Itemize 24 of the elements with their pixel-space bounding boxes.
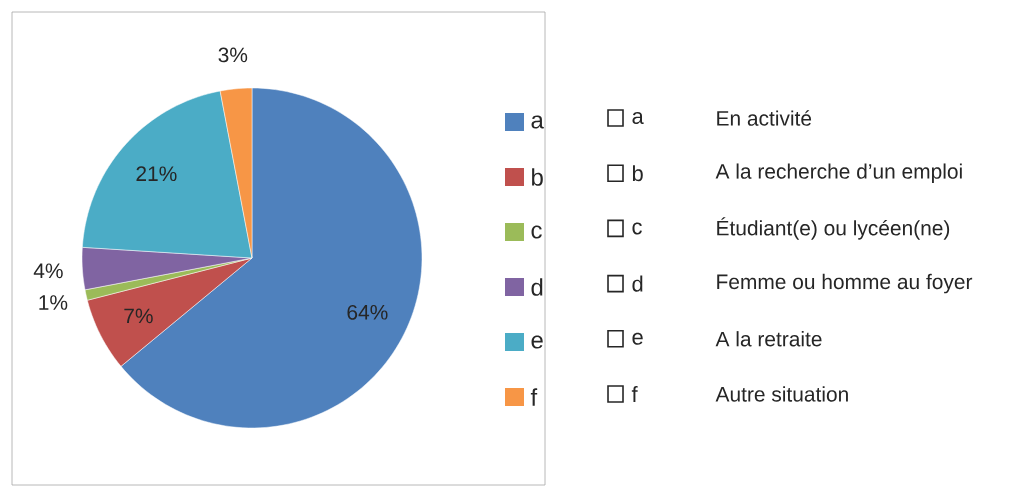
text: Femme ou homme au foyer [717,273,973,294]
data-label: 21% [136,166,177,182]
data-label: 64% [347,304,388,320]
legend-label: a [531,115,544,129]
category-label: f [631,386,638,402]
category-label: d [632,275,643,292]
category-label: c [632,222,642,235]
legend-label: b [532,168,543,186]
text: Autre situation [715,386,848,402]
category-label: b [632,165,643,182]
data-label: 7% [124,308,153,324]
category-label: a [632,111,644,125]
text: Étudiant(e) ou lycéen(ne) [717,217,950,240]
category-label: e [632,332,643,345]
legend-label: d [531,278,543,296]
legend-label: c [531,225,542,239]
data-label: 1% [39,295,68,310]
text: A la recherche d’un emploi [715,163,962,183]
data-label: 3% [218,47,248,63]
text: En activité [717,110,812,126]
legend-label: f [530,388,538,406]
text: A la retraite [715,331,822,347]
data-label: 4% [33,263,63,279]
legend-label: e [531,335,543,349]
